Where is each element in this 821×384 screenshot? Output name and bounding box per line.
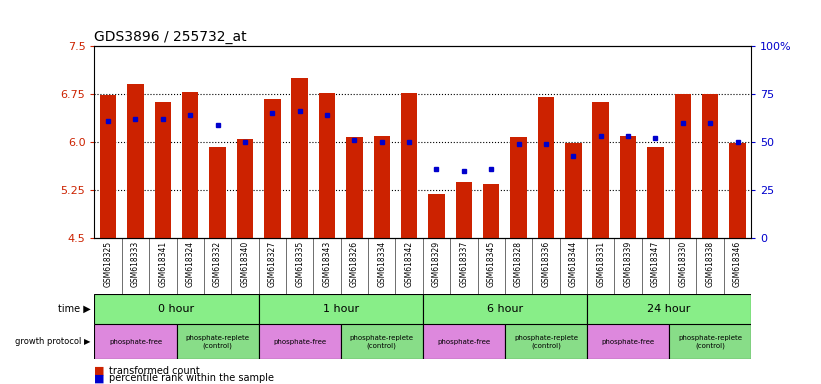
- Bar: [423, 324, 505, 359]
- Bar: [587, 294, 751, 324]
- Text: phosphate-replete
(control): phosphate-replete (control): [678, 335, 742, 349]
- Text: GSM618338: GSM618338: [706, 241, 714, 287]
- Text: transformed count: transformed count: [109, 366, 200, 376]
- Bar: [127, 84, 144, 238]
- Text: GSM618331: GSM618331: [596, 241, 605, 287]
- Bar: [587, 324, 669, 359]
- Bar: [154, 102, 171, 238]
- Bar: [702, 94, 718, 238]
- Text: 6 hour: 6 hour: [487, 304, 523, 314]
- Bar: [319, 93, 335, 238]
- Bar: [182, 92, 199, 238]
- Bar: [291, 78, 308, 238]
- Text: GSM618326: GSM618326: [350, 241, 359, 287]
- Text: GSM618344: GSM618344: [569, 241, 578, 287]
- Text: GSM618334: GSM618334: [378, 241, 386, 287]
- Text: GSM618336: GSM618336: [542, 241, 550, 287]
- Text: GSM618329: GSM618329: [432, 241, 441, 287]
- Text: GSM618347: GSM618347: [651, 241, 660, 287]
- Text: GSM618342: GSM618342: [405, 241, 414, 287]
- Bar: [401, 93, 417, 238]
- Text: phosphate-free: phosphate-free: [273, 339, 326, 345]
- Text: GSM618343: GSM618343: [323, 241, 332, 287]
- Bar: [675, 94, 691, 238]
- Bar: [647, 147, 663, 238]
- Bar: [565, 143, 581, 238]
- Text: GSM618325: GSM618325: [103, 241, 112, 287]
- Text: phosphate-replete
(control): phosphate-replete (control): [350, 335, 414, 349]
- Text: ■: ■: [94, 373, 105, 383]
- Bar: [620, 136, 636, 238]
- Text: phosphate-free: phosphate-free: [602, 339, 654, 345]
- Text: GSM618339: GSM618339: [624, 241, 632, 287]
- Bar: [729, 143, 745, 238]
- Text: GSM618327: GSM618327: [268, 241, 277, 287]
- Text: 1 hour: 1 hour: [323, 304, 359, 314]
- Bar: [259, 294, 423, 324]
- Bar: [236, 139, 253, 238]
- Text: phosphate-replete
(control): phosphate-replete (control): [514, 335, 578, 349]
- Bar: [209, 147, 226, 238]
- Bar: [264, 99, 281, 238]
- Text: phosphate-free: phosphate-free: [109, 339, 162, 345]
- Bar: [177, 324, 259, 359]
- Bar: [346, 137, 363, 238]
- Text: GSM618341: GSM618341: [158, 241, 167, 287]
- Bar: [511, 137, 527, 238]
- Bar: [669, 324, 751, 359]
- Text: GSM618324: GSM618324: [186, 241, 195, 287]
- Text: phosphate-replete
(control): phosphate-replete (control): [186, 335, 250, 349]
- Bar: [259, 324, 341, 359]
- Text: GSM618335: GSM618335: [296, 241, 304, 287]
- Text: GSM618346: GSM618346: [733, 241, 742, 287]
- Bar: [538, 97, 554, 238]
- Text: GSM618332: GSM618332: [213, 241, 222, 287]
- Text: phosphate-free: phosphate-free: [438, 339, 490, 345]
- Text: GSM618328: GSM618328: [514, 241, 523, 287]
- Text: GSM618345: GSM618345: [487, 241, 496, 287]
- Text: 24 hour: 24 hour: [648, 304, 690, 314]
- Text: growth protocol ▶: growth protocol ▶: [15, 337, 90, 346]
- Bar: [429, 194, 445, 238]
- Bar: [593, 103, 609, 238]
- Text: GSM618337: GSM618337: [460, 241, 468, 287]
- Text: GDS3896 / 255732_at: GDS3896 / 255732_at: [94, 30, 247, 44]
- Bar: [423, 294, 587, 324]
- Text: time ▶: time ▶: [57, 304, 90, 314]
- Text: ■: ■: [94, 366, 105, 376]
- Text: GSM618330: GSM618330: [678, 241, 687, 287]
- Bar: [505, 324, 587, 359]
- Text: GSM618333: GSM618333: [131, 241, 140, 287]
- Text: 0 hour: 0 hour: [158, 304, 195, 314]
- Text: percentile rank within the sample: percentile rank within the sample: [109, 373, 274, 383]
- Bar: [341, 324, 423, 359]
- Bar: [94, 294, 259, 324]
- Bar: [456, 182, 472, 238]
- Bar: [100, 95, 117, 238]
- Bar: [94, 324, 177, 359]
- Bar: [483, 184, 499, 238]
- Bar: [374, 136, 390, 238]
- Text: GSM618340: GSM618340: [241, 241, 250, 287]
